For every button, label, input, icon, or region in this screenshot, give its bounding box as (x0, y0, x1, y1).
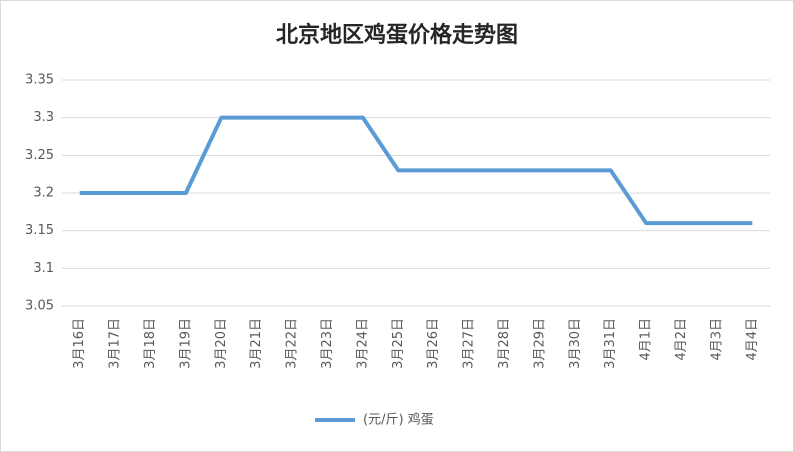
y-tick-label: 3.05 (25, 299, 54, 314)
x-tick-label: 3月30日 (568, 318, 583, 369)
x-tick-label: 3月28日 (497, 318, 512, 369)
x-tick-label: 3月17日 (108, 318, 123, 369)
x-tick-label: 4月3日 (709, 318, 724, 361)
y-tick-label: 3.3 (33, 110, 54, 125)
x-tick-label: 3月29日 (532, 318, 547, 369)
x-tick-label: 3月21日 (249, 318, 264, 369)
x-tick-label: 3月16日 (72, 318, 87, 369)
y-tick-label: 3.25 (25, 148, 54, 163)
y-tick-label: 3.35 (25, 73, 54, 88)
x-tick-label: 4月1日 (639, 318, 654, 361)
data-line (79, 115, 753, 226)
chart-title: 北京地区鸡蛋价格走势图 (276, 22, 518, 48)
x-tick-label: 3月25日 (391, 318, 406, 369)
x-tick-label: 3月22日 (285, 318, 300, 369)
x-tick-label: 3月19日 (178, 318, 193, 369)
legend-label: (元/斤) 鸡蛋 (363, 412, 434, 428)
x-tick-label: 3月27日 (462, 318, 477, 369)
x-tick-label: 3月24日 (355, 318, 370, 369)
x-tick-label: 4月2日 (674, 318, 689, 361)
y-tick-label: 3.1 (33, 261, 54, 276)
x-tick-label: 3月26日 (426, 318, 441, 369)
x-tick-label: 3月20日 (214, 318, 229, 369)
y-tick-label: 3.15 (25, 223, 54, 238)
x-tick-label: 3月23日 (320, 318, 335, 369)
y-tick-label: 3.2 (33, 186, 54, 201)
x-tick-label: 3月31日 (603, 318, 618, 369)
x-tick-label: 4月4日 (745, 318, 760, 361)
x-tick-label: 3月18日 (143, 318, 158, 369)
